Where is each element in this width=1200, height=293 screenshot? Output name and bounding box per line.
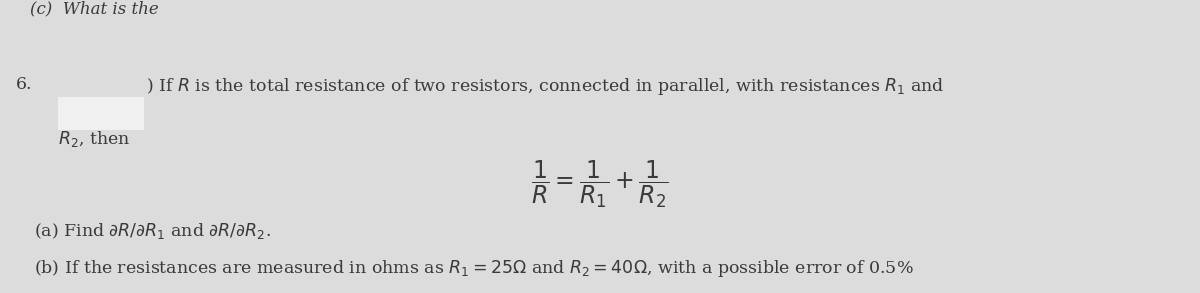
Text: (a) Find $\partial R/\partial R_1$ and $\partial R/\partial R_2$.: (a) Find $\partial R/\partial R_1$ and $… <box>34 221 270 241</box>
Text: $R_2$, then: $R_2$, then <box>58 129 130 149</box>
Text: ) If $R$ is the total resistance of two resistors, connected in parallel, with r: ) If $R$ is the total resistance of two … <box>146 76 944 97</box>
Text: $\dfrac{1}{R} = \dfrac{1}{R_1} + \dfrac{1}{R_2}$: $\dfrac{1}{R} = \dfrac{1}{R_1} + \dfrac{… <box>532 158 668 210</box>
Bar <box>58 97 144 130</box>
Text: (b) If the resistances are measured in ohms as $R_1 = 25\Omega$ and $R_2 = 40\Om: (b) If the resistances are measured in o… <box>34 258 913 279</box>
Text: (c)  What is the: (c) What is the <box>30 0 158 17</box>
Text: 6.: 6. <box>16 76 32 93</box>
